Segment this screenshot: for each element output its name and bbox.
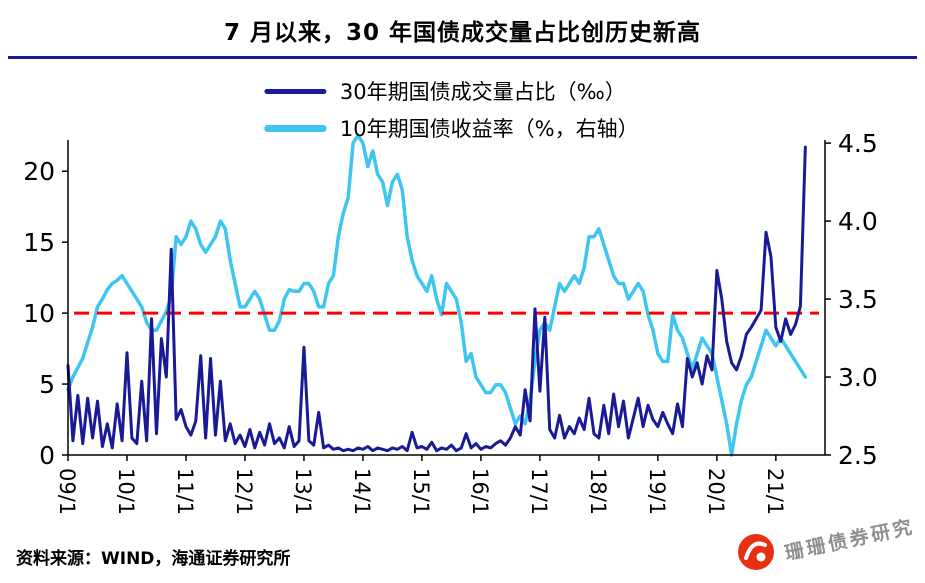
x-axis-label: 12/1 — [232, 468, 256, 515]
x-axis-label: 15/1 — [409, 468, 433, 515]
left-axis-label: 20 — [23, 157, 55, 186]
legend-label-yield: 10年期国债收益率（%，右轴） — [339, 117, 639, 141]
right-axis-label: 4.5 — [838, 129, 878, 158]
x-axis-label: 09/1 — [55, 468, 79, 515]
source-note: 资料来源：WIND，海通证券研究所 — [16, 549, 291, 569]
right-axis-label: 4.0 — [838, 207, 878, 236]
left-axis-label: 0 — [39, 441, 55, 470]
right-axis-label: 3.0 — [838, 363, 878, 392]
x-axis-label: 19/1 — [645, 468, 669, 515]
left-axis-label: 10 — [23, 299, 55, 328]
legend-item-volume-share: 30年期国债成交量占比（‰） — [263, 76, 639, 106]
legend-line-navy-icon — [263, 88, 326, 94]
x-axis-label: 21/1 — [763, 468, 787, 515]
x-axis-label: 14/1 — [350, 468, 374, 515]
legend-item-yield: 10年期国债收益率（%，右轴） — [263, 113, 639, 143]
x-axis-label: 11/1 — [173, 468, 197, 515]
left-axis-label: 15 — [23, 228, 55, 257]
legend: 30年期国债成交量占比（‰） 10年期国债收益率（%，右轴） — [263, 76, 639, 143]
series-line-volume-share — [66, 145, 807, 453]
watermark-logo-icon — [737, 534, 774, 570]
legend-label-volume-share: 30年期国债成交量占比（‰） — [339, 80, 626, 104]
x-axis-label: 18/1 — [586, 468, 610, 515]
x-axis-label: 13/1 — [291, 468, 315, 515]
watermark: 珊珊债券研究 — [737, 515, 917, 571]
right-axis-label: 2.5 — [838, 441, 878, 470]
series-line-yield — [66, 133, 808, 457]
chart-title: 7 月以来，30 年国债成交量占比创历史新高 — [223, 20, 702, 46]
x-axis-label: 17/1 — [527, 468, 551, 515]
left-axis-label: 5 — [39, 370, 55, 399]
legend-line-cyan-icon — [263, 124, 326, 132]
x-axis-label: 10/1 — [114, 468, 138, 515]
title-underline — [8, 56, 917, 59]
x-axis-label: 16/1 — [468, 468, 492, 515]
x-axis-label: 20/1 — [704, 468, 728, 515]
right-axis-label: 3.5 — [838, 285, 878, 314]
